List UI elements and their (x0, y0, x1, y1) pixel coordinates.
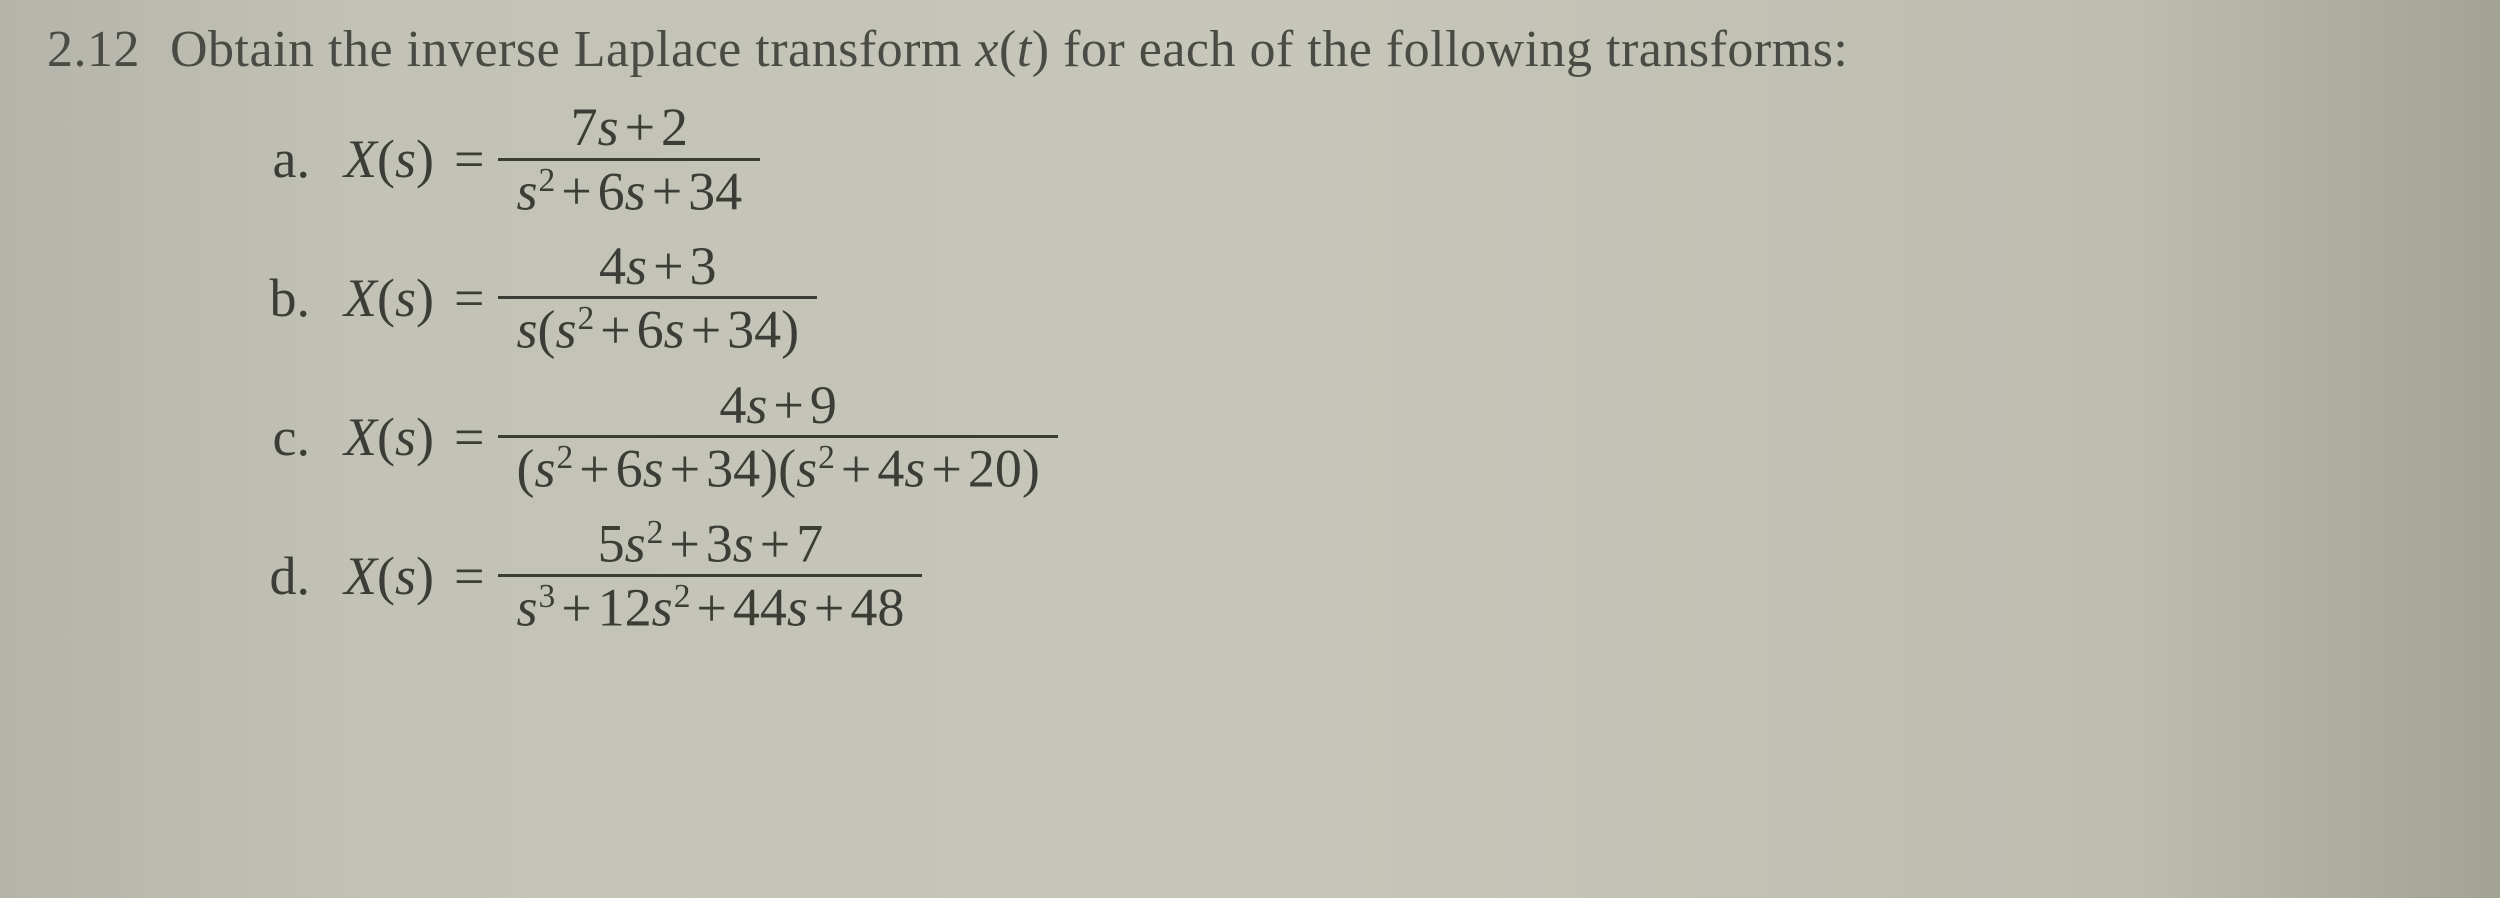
part-c-denominator: (s2+6s+34)(s2+4s+20) (498, 435, 1057, 499)
part-d-fraction: 5s2+3s+7 s3+12s2+44s+48 (498, 513, 922, 638)
part-b-numerator: 4s+3 (581, 236, 734, 297)
part-a: a. X(s) = 7s+2 s2+6s+34 (0, 97, 2460, 222)
part-a-numerator: 7s+2 (553, 97, 706, 158)
part-a-fraction: 7s+2 s2+6s+34 (498, 97, 760, 222)
part-a-denominator: s2+6s+34 (498, 158, 760, 222)
part-b-label: b. (0, 267, 344, 329)
part-b-fraction: 4s+3 s(s2+6s+34) (498, 236, 817, 361)
part-d-numerator: 5s2+3s+7 (580, 513, 842, 574)
page: 2.12 Obtain the inverse Laplace transfor… (0, 0, 2500, 639)
part-c-label: c. (0, 406, 344, 468)
part-d-lhs: X(s) (344, 545, 448, 607)
part-b: b. X(s) = 4s+3 s(s2+6s+34) (0, 236, 2460, 361)
part-a-label: a. (0, 128, 344, 190)
problem-number: 2.12 (0, 20, 170, 79)
part-a-lhs: X(s) (344, 128, 448, 190)
part-d-denominator: s3+12s2+44s+48 (498, 574, 922, 638)
part-b-lhs: X(s) (344, 267, 448, 329)
prompt-variable: x(t) (975, 21, 1049, 78)
part-c: c. X(s) = 4s+9 (s2+6s+34)(s2+4s+20) (0, 375, 2460, 500)
part-c-lhs: X(s) (344, 406, 448, 468)
equals-sign: = (448, 128, 498, 190)
part-d-label: d. (0, 545, 344, 607)
part-b-denominator: s(s2+6s+34) (498, 296, 817, 360)
problem-text: Obtain the inverse Laplace transform x(t… (170, 20, 2460, 79)
problem-header: 2.12 Obtain the inverse Laplace transfor… (0, 20, 2460, 79)
equals-sign: = (448, 545, 498, 607)
equals-sign: = (448, 267, 498, 329)
part-d: d. X(s) = 5s2+3s+7 s3+12s2+44s+48 (0, 513, 2460, 638)
prompt-before: Obtain the inverse Laplace transform (170, 21, 975, 78)
prompt-after: for each of the following transforms: (1050, 21, 1849, 78)
part-c-fraction: 4s+9 (s2+6s+34)(s2+4s+20) (498, 375, 1057, 500)
part-c-numerator: 4s+9 (701, 375, 854, 436)
equals-sign: = (448, 406, 498, 468)
